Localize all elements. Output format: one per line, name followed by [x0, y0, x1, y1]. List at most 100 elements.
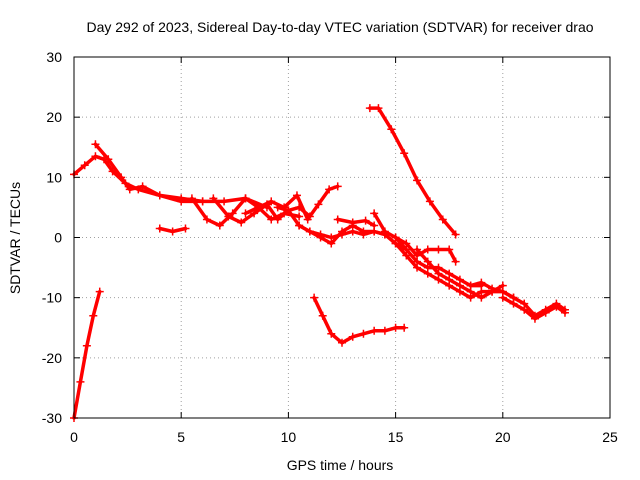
data-point: [400, 323, 409, 332]
data-point: [380, 227, 389, 236]
y-tick-label: -30: [42, 410, 62, 426]
data-point: [387, 125, 396, 134]
chart-title: Day 292 of 2023, Sidereal Day-to-day VTE…: [86, 19, 593, 35]
data-point: [327, 329, 336, 338]
x-tick-label: 15: [388, 429, 404, 445]
data-point: [359, 227, 368, 236]
data-point: [552, 302, 561, 311]
data-point: [359, 329, 368, 338]
data-point: [338, 227, 346, 236]
data-point: [425, 197, 434, 206]
data-point: [117, 173, 126, 182]
data-point: [434, 245, 443, 254]
data-point: [509, 299, 518, 308]
data-point: [370, 326, 379, 335]
data-point: [273, 203, 282, 212]
data-point: [380, 326, 389, 335]
data-point: [155, 224, 164, 233]
data-point: [91, 140, 100, 149]
y-tick-label: -10: [42, 290, 62, 306]
data-point: [76, 377, 85, 386]
data-point: [314, 200, 323, 209]
data-point: [338, 338, 346, 347]
data-point: [327, 239, 336, 248]
data-point: [241, 194, 250, 203]
data-point: [413, 263, 422, 272]
data-point: [318, 311, 327, 320]
series-layer: [70, 104, 569, 422]
data-point: [402, 251, 411, 260]
data-point: [215, 221, 224, 230]
data-point: [477, 278, 486, 287]
data-point: [348, 218, 357, 227]
series-arc-2: [72, 154, 205, 204]
series-arc-17: [468, 280, 567, 318]
data-point: [202, 215, 211, 224]
data-point: [292, 191, 301, 200]
data-point: [181, 224, 190, 233]
data-point: [89, 311, 98, 320]
data-point: [477, 293, 486, 302]
data-point: [303, 215, 312, 224]
data-point: [530, 314, 539, 323]
x-tick-label: 10: [281, 429, 297, 445]
data-point: [348, 332, 357, 341]
data-point: [333, 215, 342, 224]
data-point: [267, 197, 276, 206]
data-point: [138, 182, 147, 191]
data-point: [445, 275, 454, 284]
series-arc-12: [312, 295, 406, 345]
x-axis-label: GPS time / hours: [287, 457, 394, 473]
x-tick-label: 5: [177, 429, 185, 445]
y-tick-label: 10: [46, 169, 62, 185]
data-point: [305, 227, 314, 236]
x-tick-label: 0: [70, 429, 78, 445]
series-arc-1: [72, 289, 102, 420]
series-arc-11: [368, 106, 458, 237]
data-point: [95, 287, 104, 296]
y-tick-label: 0: [54, 230, 62, 246]
data-point: [273, 215, 282, 224]
data-point: [104, 155, 113, 164]
y-tick-label: 30: [46, 49, 62, 65]
data-point: [168, 227, 177, 236]
x-tick-label: 20: [495, 429, 511, 445]
y-axis-label: SDTVAR / TECUs: [7, 182, 23, 294]
data-point: [155, 191, 164, 200]
data-point: [325, 185, 334, 194]
data-point: [310, 293, 319, 302]
data-point: [374, 104, 383, 113]
data-point: [198, 197, 207, 206]
data-point: [228, 209, 237, 218]
data-point: [541, 308, 550, 317]
data-point: [400, 149, 409, 158]
data-point: [237, 218, 246, 227]
data-point: [209, 194, 218, 203]
data-point: [520, 305, 529, 314]
ticks: [73, 56, 611, 419]
y-tick-label: -20: [42, 350, 62, 366]
series-arc-10: [335, 217, 376, 228]
data-point: [333, 182, 342, 191]
data-point: [295, 212, 304, 221]
data-point: [560, 308, 569, 317]
data-point: [413, 245, 422, 254]
data-point: [423, 257, 432, 266]
data-point: [361, 216, 370, 225]
tick-labels: 0 5 10 15 20 25 -30 -20 -10 0 10 20 30: [42, 49, 618, 445]
data-point: [316, 233, 325, 242]
data-point: [82, 341, 91, 350]
data-point: [295, 221, 304, 230]
data-point: [91, 152, 100, 161]
x-tick-label: 25: [602, 429, 618, 445]
data-point: [370, 209, 379, 218]
data-point: [413, 176, 422, 185]
data-point: [423, 269, 432, 278]
data-point: [187, 194, 196, 203]
data-point: [365, 104, 374, 113]
data-point: [451, 257, 460, 266]
data-point: [177, 194, 186, 203]
data-point: [220, 197, 229, 206]
data-point: [284, 206, 293, 215]
